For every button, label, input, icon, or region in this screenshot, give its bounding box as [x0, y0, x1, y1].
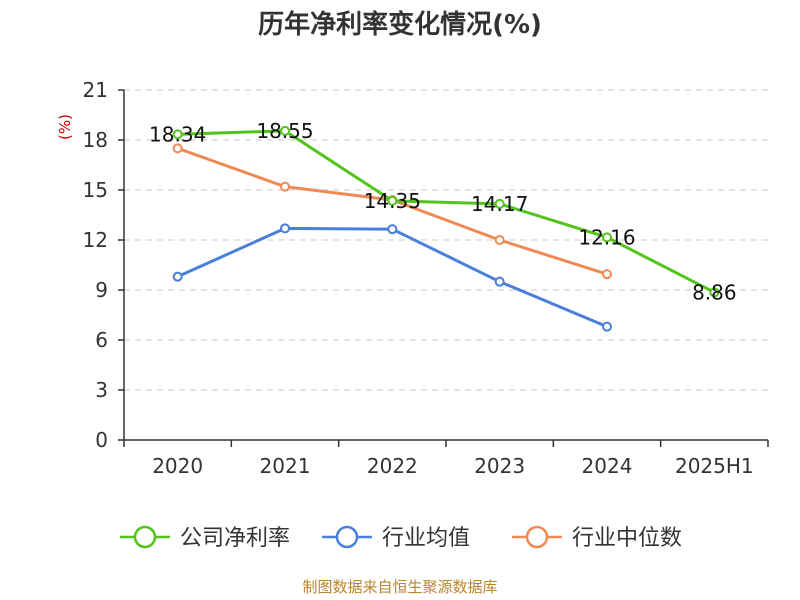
y-tick-label: 0 — [95, 428, 108, 452]
series-line — [177, 226, 608, 329]
series-point — [602, 232, 612, 243]
legend-label: 行业中位数 — [572, 526, 682, 551]
series-point — [494, 235, 505, 245]
data-label: 18.34 — [149, 122, 206, 146]
y-tick-label: 3 — [95, 378, 108, 402]
legend-label: 公司净利率 — [180, 526, 290, 551]
series-point — [494, 198, 505, 209]
series-line — [177, 129, 716, 294]
x-tick-label: 2020 — [152, 454, 203, 478]
series-point — [387, 195, 398, 206]
legend-swatch-marker — [335, 525, 359, 549]
series-point — [494, 276, 505, 287]
series-point — [602, 321, 612, 332]
axes: 0 3 6 9 12 15 18 21 2020 2021 2022 2023 2024 2025H1 — [83, 78, 769, 478]
y-tick-label: 21 — [83, 78, 108, 102]
x-tick-label: 2021 — [260, 454, 311, 478]
data-labels: 18.34 18.55 14.35 14.17 12.16 8.86 — [149, 119, 737, 305]
y-tick-label: 18 — [83, 128, 108, 152]
data-label: 8.86 — [692, 280, 737, 304]
legend-label: 行业均值 — [382, 526, 470, 551]
series-point — [172, 143, 183, 154]
y-tick-label: 15 — [83, 178, 108, 202]
series-point — [172, 271, 183, 282]
series-point — [280, 223, 290, 234]
legend-swatch-marker — [133, 525, 157, 549]
x-tick-label: 2025H1 — [675, 454, 754, 478]
series-point — [602, 269, 612, 280]
source-footer: 制图数据来自恒生聚源数据库 — [302, 578, 497, 596]
legend[interactable]: 公司净利率 行业均值 行业中位数 — [120, 525, 682, 551]
y-tick-label: 6 — [95, 328, 108, 352]
x-tick-label: 2022 — [367, 454, 418, 478]
series-point — [172, 129, 183, 140]
y-axis-unit: (%) — [56, 114, 74, 140]
series-lines — [172, 125, 720, 332]
x-tick-label: 2023 — [474, 454, 525, 478]
grid-lines — [124, 89, 768, 391]
y-tick-label: 9 — [95, 278, 108, 302]
series-point — [280, 181, 290, 192]
y-tick-label: 12 — [83, 228, 108, 252]
series-point — [387, 224, 398, 235]
series-point — [709, 287, 720, 298]
legend-swatch-marker — [525, 525, 549, 549]
data-label: 18.55 — [256, 119, 313, 143]
chart-title: 历年净利率变化情况(%) — [258, 9, 542, 40]
data-label: 12.16 — [578, 225, 635, 249]
series-point — [280, 125, 290, 136]
data-label: 14.35 — [364, 189, 421, 213]
data-label: 14.17 — [471, 192, 528, 216]
x-tick-label: 2024 — [582, 454, 633, 478]
